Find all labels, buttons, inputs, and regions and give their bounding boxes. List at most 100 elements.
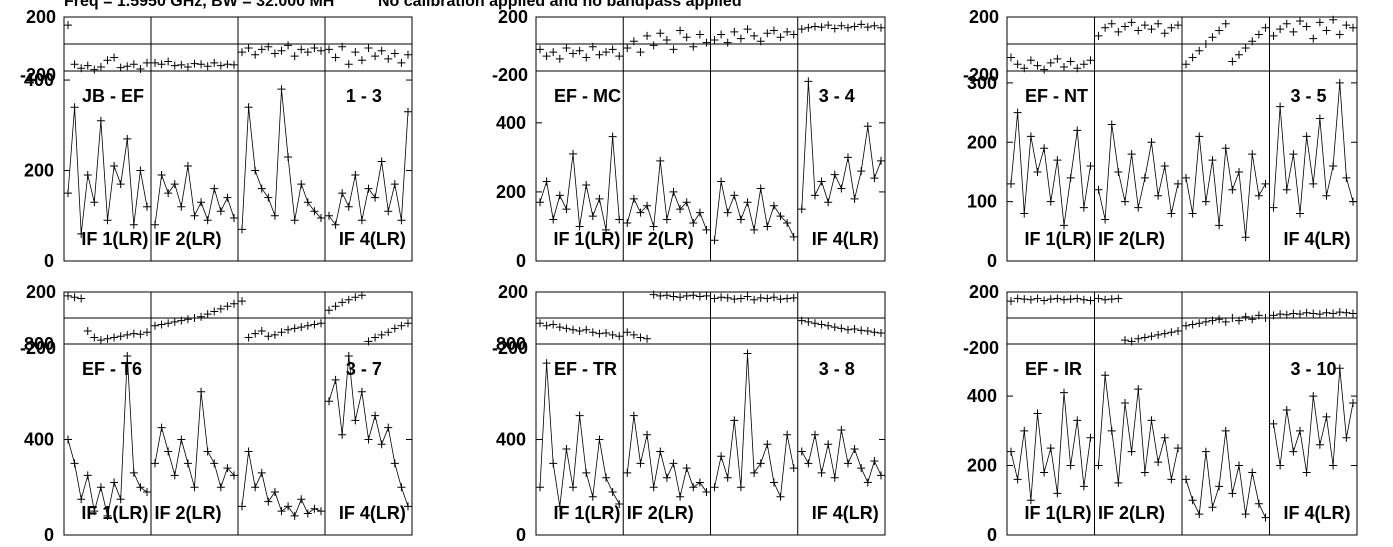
phase-point (1289, 309, 1298, 318)
phase-point (676, 293, 685, 302)
amplitude-point (103, 511, 112, 520)
phase-ytick-label: 200 (26, 282, 56, 302)
phase-point (1094, 294, 1103, 303)
amplitude-point (756, 184, 765, 193)
amplitude-point (136, 483, 145, 492)
phase-point (636, 48, 645, 57)
amplitude-point (756, 459, 765, 468)
amplitude-point (1026, 132, 1035, 141)
amplitude-point (582, 181, 591, 189)
amplitude-point (743, 198, 752, 207)
amplitude-point (615, 215, 624, 224)
amplitude-point (1269, 419, 1278, 428)
phase-point (877, 328, 885, 337)
amplitude-point (1121, 197, 1129, 206)
amplitude-point (1127, 150, 1136, 159)
phase-point (364, 337, 373, 346)
amplitude-point (575, 411, 584, 420)
amplitude-point (1167, 475, 1176, 484)
amplitude-point (238, 225, 246, 234)
phase-point (129, 329, 138, 338)
phase-point (230, 60, 238, 69)
phase-point (549, 48, 558, 57)
amplitude-ytick-label: 0 (44, 525, 54, 545)
phase-point (264, 332, 273, 341)
amplitude-point (870, 456, 879, 465)
amplitude-point (203, 447, 212, 456)
phase-point (1342, 308, 1351, 317)
amplitude-point (397, 483, 406, 492)
phase-point (656, 29, 665, 38)
amplitude-point (689, 219, 698, 227)
phase-point (317, 319, 325, 328)
amplitude-point (357, 387, 366, 396)
amplitude-point (649, 483, 658, 492)
amplitude-point (797, 205, 806, 214)
phase-point (810, 22, 819, 31)
amplitude-point (1261, 179, 1270, 188)
amplitude-point (1329, 162, 1338, 170)
phase-point (183, 62, 192, 71)
phase-point (1276, 310, 1285, 319)
phase-point (669, 45, 678, 54)
baseline-label: EF - T6 (82, 359, 142, 379)
phase-point (384, 54, 393, 63)
phase-point (669, 292, 678, 301)
phase-point (404, 50, 412, 59)
amplitude-series-line (1273, 368, 1354, 473)
amplitude-point (257, 184, 266, 193)
amplitude-point (1221, 426, 1230, 435)
phase-point (290, 324, 299, 333)
phase-point (695, 30, 704, 39)
phase-point (270, 49, 279, 58)
phase-point (682, 291, 691, 300)
amplitude-point (290, 216, 299, 225)
phase-point (151, 321, 159, 330)
amplitude-point (1315, 440, 1324, 449)
amplitude-ytick-label: 0 (516, 251, 526, 271)
phase-point (1020, 64, 1029, 73)
amplitude-point (1020, 209, 1029, 218)
phase-point (1174, 327, 1182, 335)
phase-point (284, 41, 293, 50)
amplitude-point (230, 214, 238, 223)
amplitude-ytick-label: 800 (496, 334, 526, 354)
amplitude-point (1160, 433, 1169, 442)
phase-point (562, 324, 571, 333)
phase-point (325, 45, 333, 54)
phase-point (1127, 18, 1136, 27)
amplitude-point (351, 171, 360, 180)
phase-point (1235, 50, 1243, 59)
amplitude-point (210, 459, 219, 468)
amplitude-point (203, 216, 212, 225)
phase-point (837, 324, 846, 333)
phase-point (602, 48, 611, 57)
phase-point (251, 50, 260, 59)
amplitude-point (1349, 399, 1357, 408)
phase-point (103, 334, 112, 343)
amplitude-point (1188, 496, 1197, 505)
amplitude-ytick-label: 200 (496, 182, 526, 202)
phase-point (297, 45, 306, 54)
amplitude-point (542, 359, 551, 368)
amplitude-point (1060, 388, 1068, 397)
phase-point (569, 325, 578, 334)
phase-point (1046, 58, 1055, 67)
phase-point (643, 31, 652, 40)
amplitude-point (1208, 503, 1217, 512)
phase-point (643, 334, 652, 343)
amplitude-point (1086, 162, 1095, 170)
phase-point (588, 42, 597, 51)
amplitude-point (344, 202, 353, 211)
amplitude-point (190, 211, 199, 220)
phase-point (77, 64, 86, 73)
phase-point (1342, 21, 1351, 30)
if-label: IF 2(LR) (154, 229, 221, 249)
phase-point (830, 24, 839, 33)
amplitude-point (90, 198, 99, 207)
phase-point (223, 302, 232, 311)
phase-point (1261, 314, 1270, 322)
phase-point (1147, 332, 1156, 341)
phase-point (824, 321, 833, 330)
amplitude-point (83, 171, 92, 180)
